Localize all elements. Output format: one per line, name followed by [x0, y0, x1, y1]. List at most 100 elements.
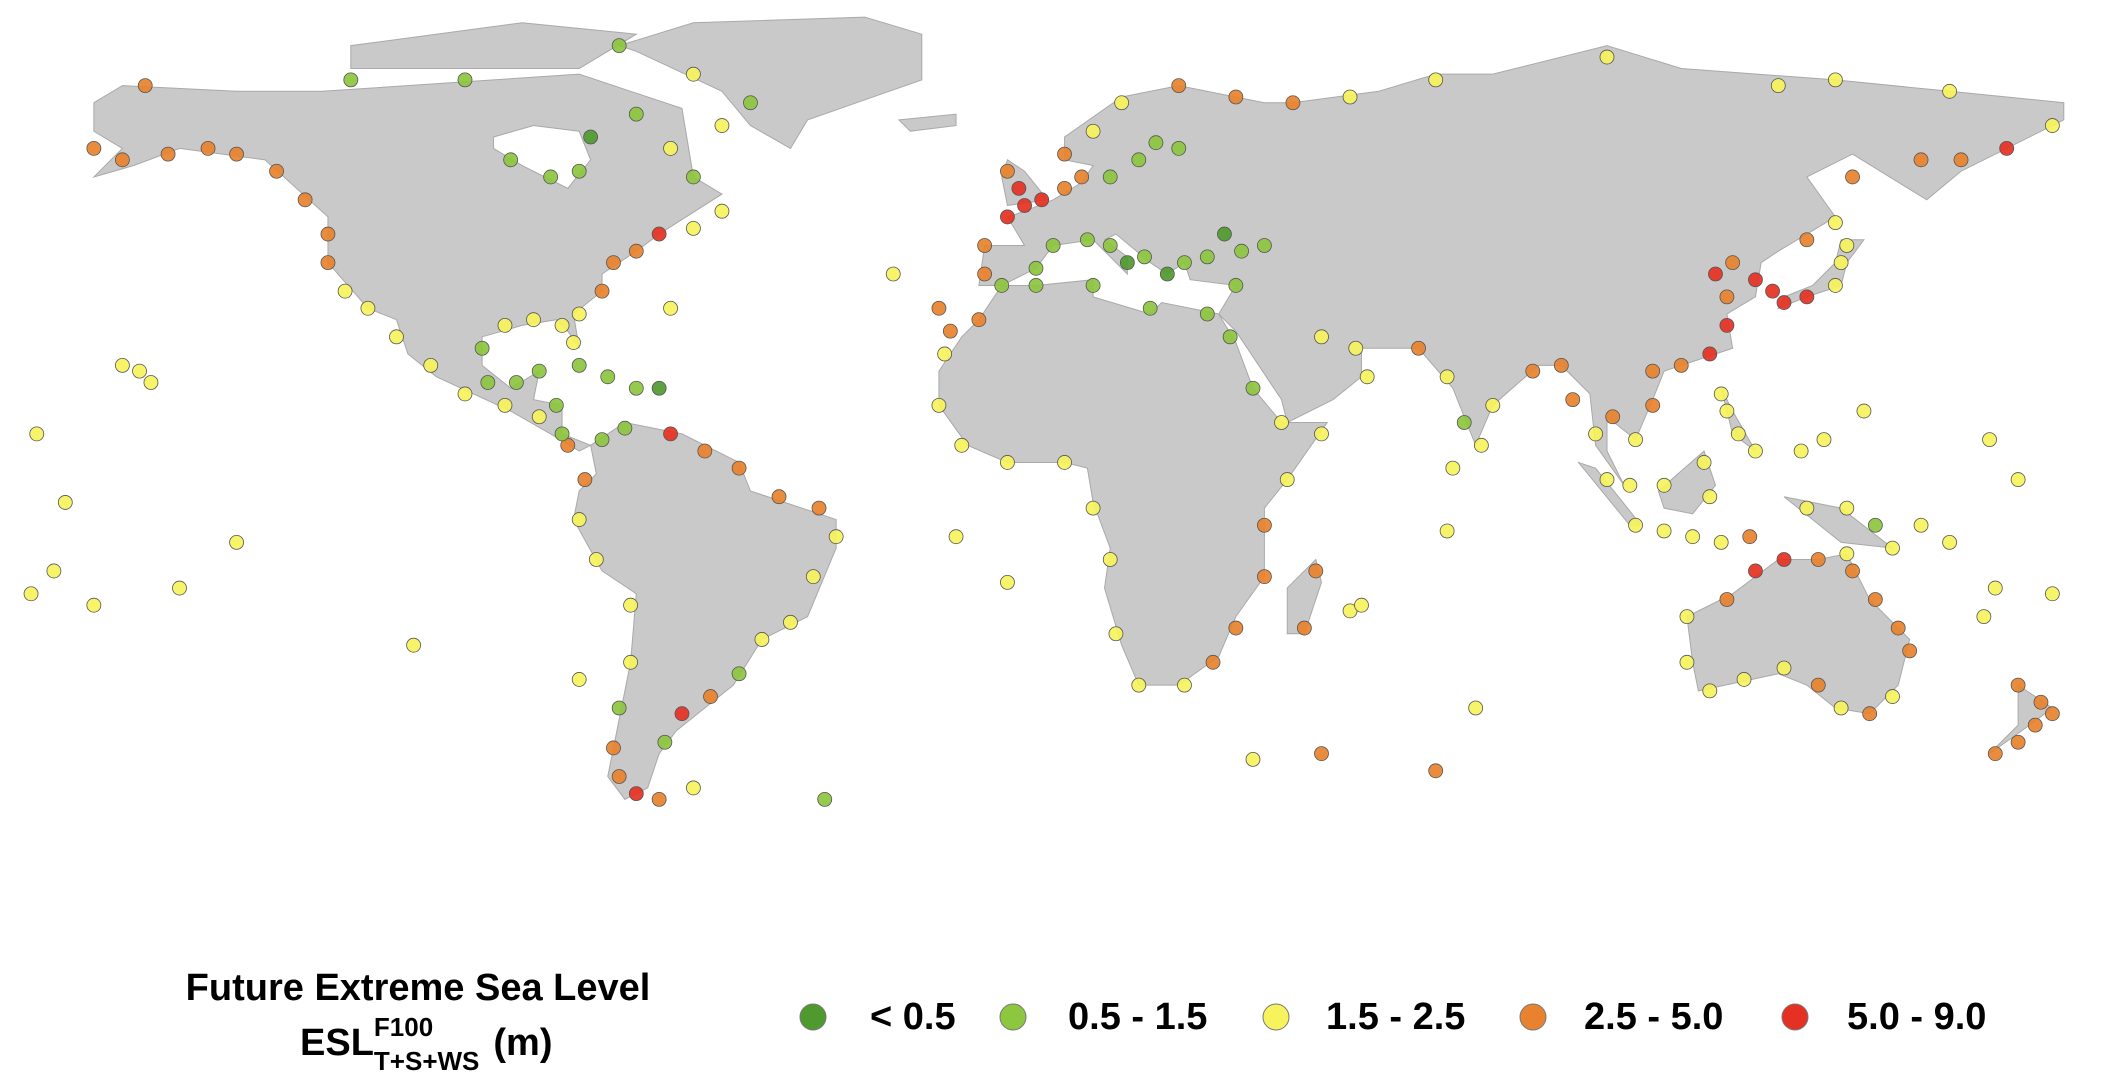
sea-level-point: [1411, 340, 1426, 356]
esl-superscript: F100: [374, 1012, 433, 1042]
sea-level-point: [1028, 260, 1044, 276]
land: [94, 17, 2064, 799]
sea-level-point: [1131, 152, 1147, 168]
sea-level-point: [1913, 517, 1929, 533]
sea-level-point: [651, 226, 667, 242]
sea-level-point: [554, 318, 570, 333]
legend: Future Extreme Sea Level ESLF100 T+S+WS (m…: [186, 967, 1987, 1076]
sea-level-point: [1685, 529, 1701, 545]
sea-level-point: [1199, 249, 1215, 265]
sea-level-point: [1177, 255, 1192, 271]
sea-level-point: [885, 266, 901, 282]
sea-level-point: [57, 495, 73, 510]
sea-level-point: [1748, 563, 1763, 579]
sea-level-point: [1742, 529, 1758, 545]
sea-level-point: [1839, 546, 1855, 562]
sea-level-point: [703, 689, 718, 704]
sea-level-point: [1862, 706, 1878, 722]
sea-level-point: [1085, 278, 1101, 293]
sea-level-point: [548, 397, 564, 413]
sea-level-point: [1057, 146, 1072, 162]
sea-level-point: [1314, 746, 1329, 762]
sea-level-point: [577, 472, 593, 487]
sea-level-point: [1645, 397, 1661, 413]
sea-level-point: [1645, 363, 1661, 379]
sea-level-point: [1999, 140, 2015, 156]
sea-level-point: [663, 426, 678, 442]
sea-level-point: [1142, 300, 1158, 316]
sea-level-point: [1028, 278, 1044, 293]
sea-level-point: [931, 300, 947, 316]
sea-level-point: [571, 357, 587, 373]
sea-level-point: [360, 300, 376, 316]
sea-level-point: [731, 460, 747, 476]
sea-level-point: [1428, 72, 1444, 88]
legend-label: < 0.5: [870, 996, 956, 1038]
sea-level-point: [1748, 443, 1763, 459]
legend-label: 2.5 - 5.0: [1584, 996, 1723, 1038]
sea-level-point: [1656, 523, 1672, 539]
sea-level-point: [1074, 169, 1090, 185]
sea-level-point: [320, 226, 336, 242]
sea-level-point: [1148, 135, 1164, 151]
sea-level-point: [423, 357, 439, 373]
sea-level-point: [663, 140, 678, 156]
sea-level-point: [2033, 694, 2049, 710]
sea-level-point: [977, 266, 993, 282]
sea-level-point: [137, 78, 153, 93]
sea-level-point: [172, 580, 187, 596]
sea-level-point: [674, 706, 690, 722]
sea-level-point: [531, 363, 547, 379]
sea-level-point: [160, 146, 176, 162]
sea-level-point: [1885, 540, 1900, 556]
sea-level-point: [543, 169, 559, 185]
sea-level-point: [1673, 357, 1689, 373]
legend-swatch: [1519, 1003, 1547, 1031]
sea-level-point: [606, 255, 621, 271]
sea-level-point: [594, 432, 610, 448]
sea-level-point: [1856, 403, 1872, 419]
sea-level-point: [588, 552, 604, 567]
sea-level-point: [817, 791, 833, 807]
sea-level-point: [1839, 500, 1855, 516]
sea-level-point: [23, 586, 39, 602]
sea-level-point: [29, 426, 45, 442]
sumatra: [1578, 462, 1641, 525]
sea-level-point: [571, 306, 587, 322]
sea-level-point: [1816, 432, 1832, 448]
sea-level-point: [1171, 78, 1187, 93]
sea-level-point: [628, 106, 644, 122]
sea-level-point: [1057, 455, 1072, 470]
sea-level-point: [714, 118, 730, 133]
sea-level-point: [406, 637, 422, 653]
sea-level-point: [1045, 238, 1061, 253]
sea-level-point: [697, 443, 713, 459]
sea-level-point: [1000, 163, 1015, 179]
sea-level-point: [457, 386, 473, 402]
sea-level-point: [1245, 380, 1261, 396]
sea-level-point: [1217, 226, 1232, 242]
sea-level-point: [1314, 426, 1329, 442]
sea-level-point: [1730, 426, 1746, 442]
north-america: [94, 74, 722, 451]
data-points: [23, 38, 2060, 807]
legend-swatch: [1262, 1003, 1290, 1031]
sea-level-point: [623, 597, 638, 613]
sea-level-point: [1279, 472, 1295, 487]
sea-level-point: [811, 500, 827, 516]
sea-level-point: [1159, 266, 1175, 282]
sea-level-point: [1748, 272, 1763, 288]
sea-level-point: [1439, 369, 1455, 385]
sea-level-point: [2010, 677, 2026, 693]
sea-level-point: [1079, 232, 1095, 248]
sea-level-point: [1245, 751, 1261, 767]
sea-level-point: [1793, 443, 1809, 459]
sea-level-point: [229, 146, 245, 162]
sea-level-point: [1713, 386, 1729, 402]
australia: [1687, 554, 1910, 714]
sea-level-point: [1296, 620, 1312, 636]
sea-level-point: [571, 163, 587, 179]
sea-level-point: [1102, 552, 1118, 567]
sea-level-point: [686, 220, 701, 236]
sea-level-point: [297, 192, 313, 208]
